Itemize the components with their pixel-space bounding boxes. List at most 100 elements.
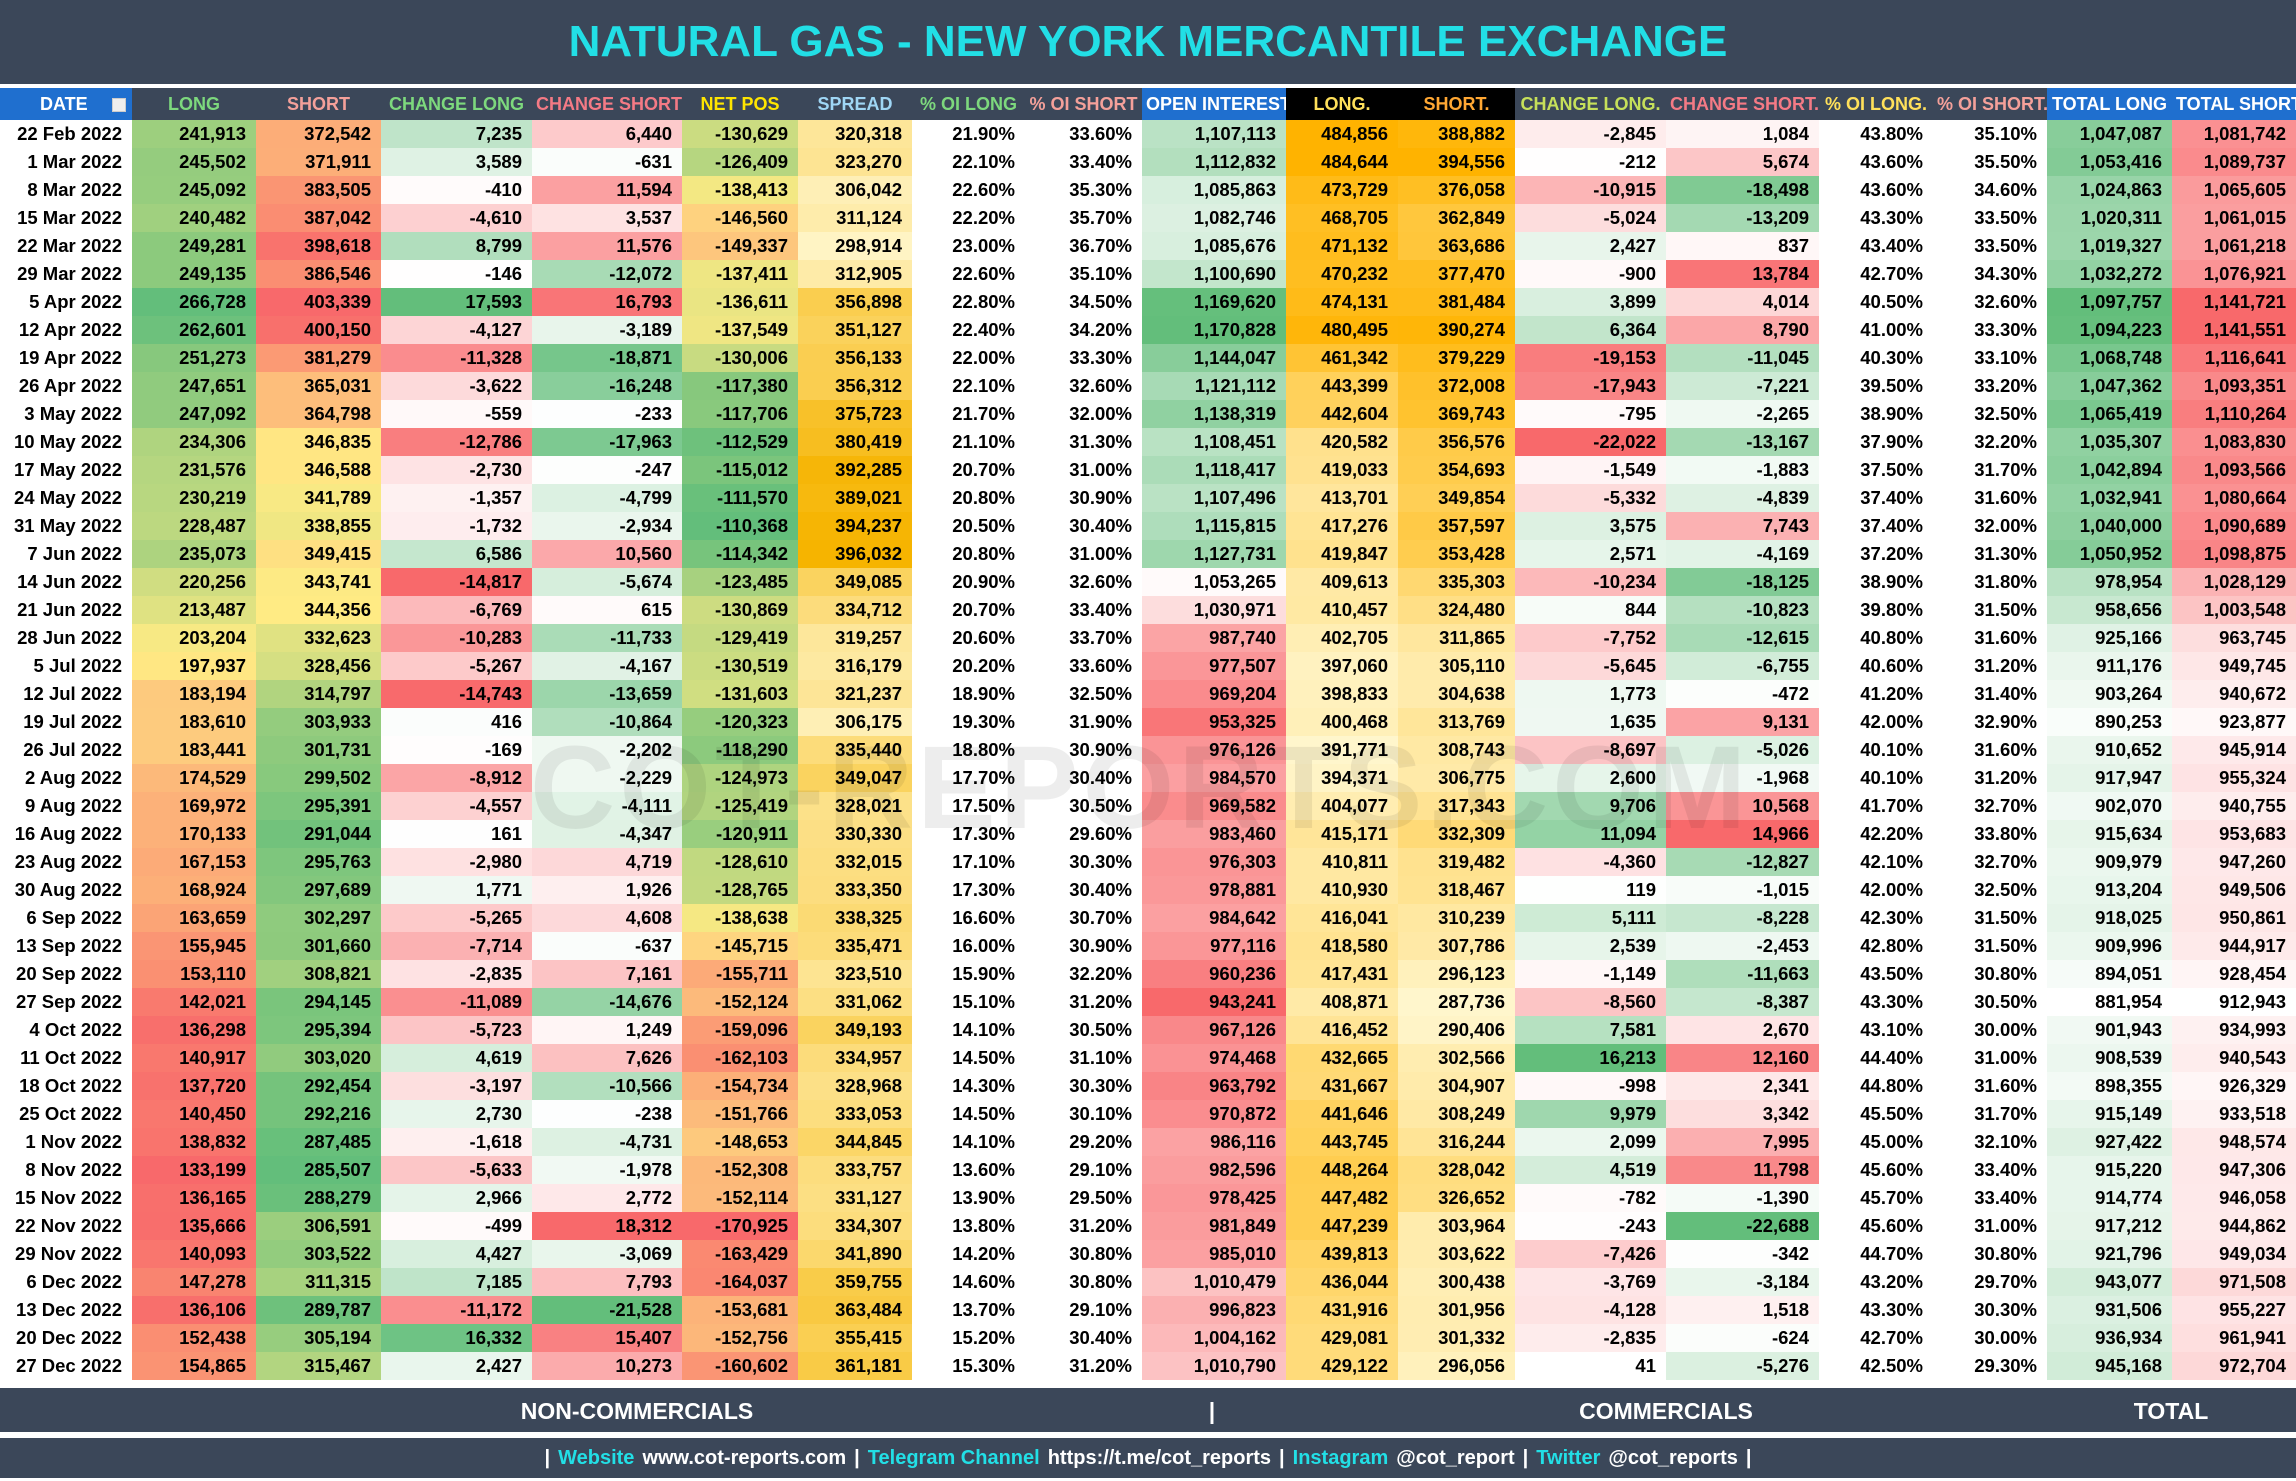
value-cell: 341,890 bbox=[798, 1240, 912, 1268]
column-header: OPEN INTEREST bbox=[1142, 88, 1286, 120]
value-cell: 976,126 bbox=[1142, 736, 1286, 764]
value-cell: 1,926 bbox=[532, 876, 682, 904]
date-cell: 13 Dec 2022 bbox=[16, 1299, 122, 1320]
value-cell: 41.20% bbox=[1860, 683, 1923, 704]
value-cell: 42.10% bbox=[1860, 851, 1923, 872]
value-cell: 31.50% bbox=[1974, 599, 2037, 620]
date-cell: 5 Jul 2022 bbox=[33, 655, 122, 676]
value-cell: -21,528 bbox=[532, 1296, 682, 1324]
value-cell: 7,235 bbox=[381, 120, 532, 148]
value-cell: 30.00% bbox=[1974, 1019, 2037, 1040]
value-cell: 294,145 bbox=[256, 988, 381, 1016]
value-cell: -2,730 bbox=[381, 456, 532, 484]
value-cell: -138,413 bbox=[682, 176, 798, 204]
value-cell: 137,720 bbox=[132, 1072, 256, 1100]
value-cell: 29.30% bbox=[1974, 1355, 2037, 1376]
value-cell: 1,010,790 bbox=[1142, 1352, 1286, 1380]
value-cell: -130,519 bbox=[682, 652, 798, 680]
value-cell: 363,686 bbox=[1398, 232, 1515, 260]
value-cell: -4,127 bbox=[381, 316, 532, 344]
value-cell: 913,204 bbox=[2047, 876, 2172, 904]
value-cell: -4,557 bbox=[381, 792, 532, 820]
value-cell: -1,883 bbox=[1666, 456, 1819, 484]
value-cell: 307,786 bbox=[1398, 932, 1515, 960]
value-cell: 7,626 bbox=[532, 1044, 682, 1072]
value-cell: 333,350 bbox=[798, 876, 912, 904]
value-cell: 17.30% bbox=[952, 823, 1015, 844]
link-text[interactable]: @cot_report bbox=[1396, 1446, 1515, 1469]
value-cell: 1,107,496 bbox=[1142, 484, 1286, 512]
column-header: CHANGE SHORT bbox=[532, 88, 682, 120]
value-cell: 31.10% bbox=[1069, 1047, 1132, 1068]
value-cell: 953,325 bbox=[1142, 708, 1286, 736]
value-cell: 295,763 bbox=[256, 848, 381, 876]
section-footer: NON-COMMERCIALS | COMMERCIALS TOTAL bbox=[0, 1388, 2296, 1432]
value-cell: 987,740 bbox=[1142, 624, 1286, 652]
value-cell: 30.40% bbox=[1069, 515, 1132, 536]
column-header: LONG. bbox=[1286, 88, 1398, 120]
value-cell: 429,081 bbox=[1286, 1324, 1398, 1352]
link-label[interactable]: Website bbox=[558, 1446, 635, 1469]
value-cell: 20.20% bbox=[952, 655, 1015, 676]
table-row: 24 May 2022 230,219 341,789 -1,357 -4,799 -11… bbox=[0, 484, 2296, 512]
value-cell: 416,041 bbox=[1286, 904, 1398, 932]
value-cell: 332,623 bbox=[256, 624, 381, 652]
value-cell: 42.30% bbox=[1860, 907, 1923, 928]
value-cell: 35.10% bbox=[1974, 123, 2037, 144]
link-label[interactable]: Instagram bbox=[1292, 1446, 1389, 1469]
value-cell: 31.00% bbox=[1974, 1047, 2037, 1068]
link-label[interactable]: Telegram Channel bbox=[867, 1446, 1040, 1469]
section-label: NON-COMMERCIALS bbox=[520, 1398, 754, 1424]
table-row: 23 Aug 2022 167,153 295,763 -2,980 4,719 -128… bbox=[0, 848, 2296, 876]
value-cell: 372,542 bbox=[256, 120, 381, 148]
date-cell: 20 Sep 2022 bbox=[16, 963, 122, 984]
value-cell: 375,723 bbox=[798, 400, 912, 428]
value-cell: 2,539 bbox=[1515, 932, 1666, 960]
link-text[interactable]: www.cot-reports.com bbox=[642, 1446, 847, 1469]
value-cell: 10,273 bbox=[532, 1352, 682, 1380]
value-cell: 420,582 bbox=[1286, 428, 1398, 456]
value-cell: 161 bbox=[381, 820, 532, 848]
value-cell: 976,303 bbox=[1142, 848, 1286, 876]
value-cell: 20.90% bbox=[952, 571, 1015, 592]
value-cell: -123,485 bbox=[682, 568, 798, 596]
value-cell: 30.50% bbox=[1069, 795, 1132, 816]
link-label[interactable]: Twitter bbox=[1536, 1446, 1601, 1469]
value-cell: 240,482 bbox=[132, 204, 256, 232]
value-cell: 429,122 bbox=[1286, 1352, 1398, 1380]
link-text[interactable]: https://t.me/cot_reports bbox=[1047, 1446, 1272, 1469]
value-cell: 183,194 bbox=[132, 680, 256, 708]
value-cell: 32.90% bbox=[1974, 711, 2037, 732]
value-cell: 302,297 bbox=[256, 904, 381, 932]
value-cell: 986,116 bbox=[1142, 1128, 1286, 1156]
value-cell: 3,589 bbox=[381, 148, 532, 176]
separator: | bbox=[544, 1446, 551, 1469]
value-cell: -2,265 bbox=[1666, 400, 1819, 428]
value-cell: 301,731 bbox=[256, 736, 381, 764]
value-cell: 1,138,319 bbox=[1142, 400, 1286, 428]
date-cell: 27 Dec 2022 bbox=[16, 1355, 122, 1376]
filter-icon[interactable] bbox=[112, 98, 126, 112]
value-cell: 31.80% bbox=[1974, 571, 2037, 592]
value-cell: 330,330 bbox=[798, 820, 912, 848]
value-cell: 949,034 bbox=[2172, 1240, 2296, 1268]
value-cell: 949,745 bbox=[2172, 652, 2296, 680]
value-cell: -8,560 bbox=[1515, 988, 1666, 1016]
value-cell: 288,279 bbox=[256, 1184, 381, 1212]
value-cell: 247,092 bbox=[132, 400, 256, 428]
column-header[interactable]: DATE bbox=[0, 88, 132, 120]
value-cell: 43.60% bbox=[1860, 179, 1923, 200]
value-cell: 323,510 bbox=[798, 960, 912, 988]
value-cell: 978,425 bbox=[1142, 1184, 1286, 1212]
value-cell: 331,127 bbox=[798, 1184, 912, 1212]
value-cell: -17,963 bbox=[532, 428, 682, 456]
value-cell: 43.20% bbox=[1860, 1271, 1923, 1292]
value-cell: 31.30% bbox=[1069, 431, 1132, 452]
value-cell: 303,522 bbox=[256, 1240, 381, 1268]
value-cell: 12,160 bbox=[1666, 1044, 1819, 1072]
separator: | bbox=[854, 1446, 860, 1469]
value-cell: -170,925 bbox=[682, 1212, 798, 1240]
link-text[interactable]: @cot_reports bbox=[1608, 1446, 1738, 1469]
value-cell: 356,898 bbox=[798, 288, 912, 316]
table-row: 12 Jul 2022 183,194 314,797 -14,743 -13,659-… bbox=[0, 680, 2296, 708]
